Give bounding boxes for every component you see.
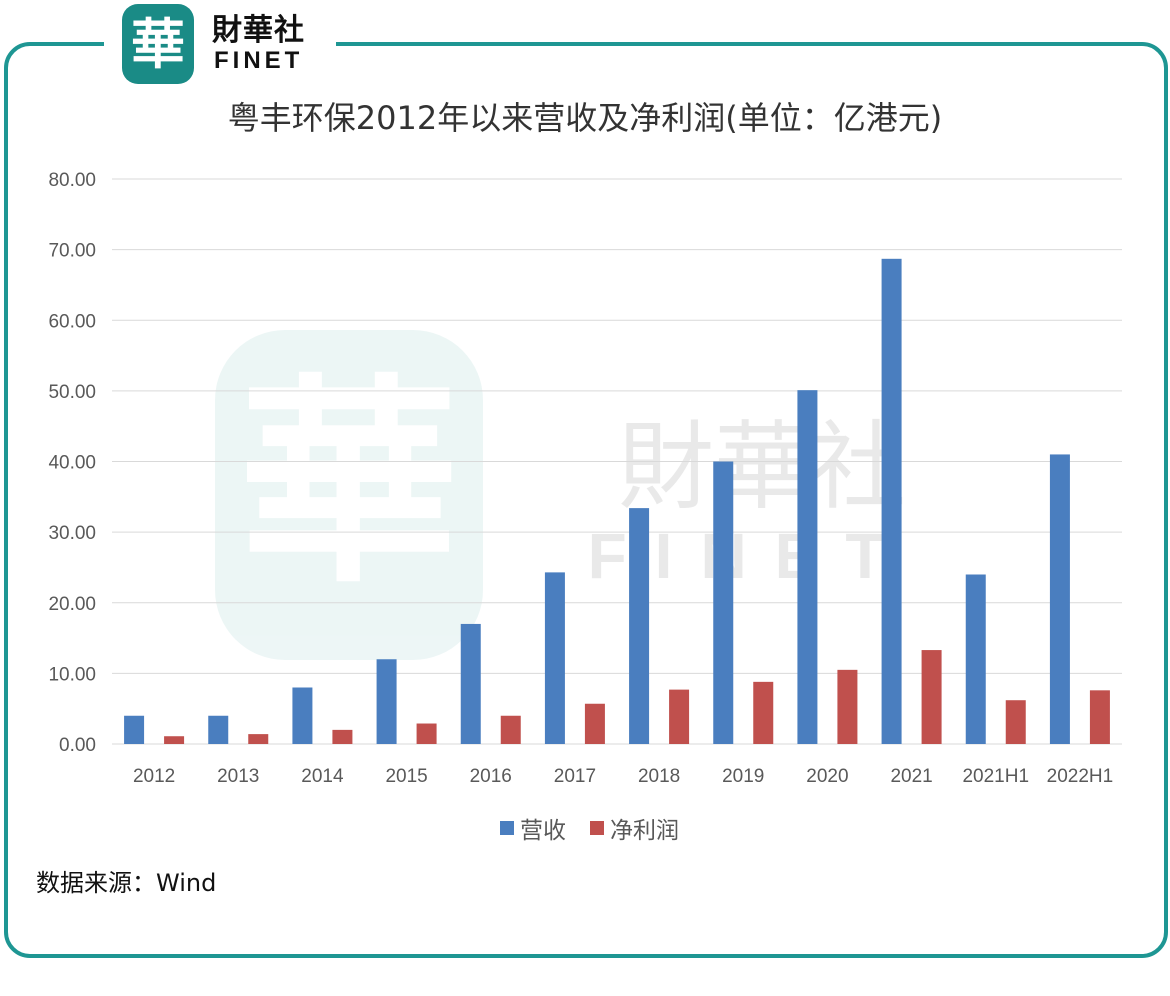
- y-tick-label: 40.00: [48, 453, 96, 474]
- y-tick-label: 0.00: [59, 735, 96, 756]
- bar-revenue: [797, 390, 818, 744]
- source-note: 数据来源：Wind: [36, 869, 217, 897]
- bar-revenue: [629, 508, 650, 744]
- bars: [124, 258, 1110, 744]
- x-tick-label: 2022H1: [1047, 766, 1114, 787]
- bar-revenue: [208, 715, 229, 744]
- x-tick-label: 2021H1: [962, 766, 1029, 787]
- bar-revenue: [292, 687, 313, 744]
- bar-revenue: [544, 572, 565, 744]
- x-tick-label: 2019: [722, 766, 764, 787]
- legend-label-revenue: 营收: [520, 818, 566, 844]
- x-tick-label: 2015: [385, 766, 427, 787]
- chart-title: 粤丰环保2012年以来营收及净利润(单位：亿港元): [227, 99, 943, 137]
- finet-watermark: 華 財華社 FINET: [215, 330, 906, 660]
- chart-frame: [4, 42, 1168, 958]
- watermark-seal-shape: [215, 330, 483, 660]
- y-axis-labels: 0.00 10.00 20.00 30.00 40.00 50.00 60.00 70.00 8…: [48, 170, 96, 756]
- finet-logo: 華 財華社 FINET: [104, 0, 336, 88]
- bar-net-profit: [669, 689, 690, 744]
- legend: 营收 净利润: [500, 818, 679, 844]
- y-tick-label: 80.00: [48, 170, 96, 191]
- bar-net-profit: [584, 703, 605, 744]
- x-tick-label: 2014: [301, 766, 344, 787]
- bar-net-profit: [753, 681, 774, 744]
- bar-net-profit: [1005, 700, 1026, 744]
- y-tick-label: 60.00: [48, 311, 96, 332]
- x-tick-label: 2013: [217, 766, 259, 787]
- x-tick-label: 2020: [806, 766, 848, 787]
- bar-revenue: [124, 715, 145, 744]
- bar-revenue: [713, 461, 734, 744]
- bar-net-profit: [921, 650, 942, 744]
- bar-revenue: [881, 258, 902, 744]
- x-tick-label: 2018: [638, 766, 680, 787]
- logo-seal: 華: [122, 4, 194, 84]
- x-axis-labels: 2012 2013 2014 2015 2016 2017 2018 2019 2020 2021…: [133, 766, 1113, 787]
- bar-net-profit: [500, 715, 521, 744]
- y-tick-label: 50.00: [48, 382, 96, 403]
- legend-swatch-revenue: [500, 821, 514, 835]
- x-tick-label: 2016: [470, 766, 512, 787]
- x-tick-label: 2012: [133, 766, 175, 787]
- logo-name-cn: 財華社: [212, 13, 305, 48]
- bar-revenue: [1049, 454, 1070, 744]
- x-tick-label: 2017: [554, 766, 596, 787]
- legend-label-net-profit: 净利润: [610, 818, 679, 844]
- y-tick-label: 20.00: [48, 594, 96, 615]
- bar-net-profit: [164, 736, 185, 744]
- y-tick-label: 30.00: [48, 523, 96, 544]
- grid-lines: [112, 178, 1122, 745]
- legend-swatch-net-profit: [590, 821, 604, 835]
- bar-revenue: [460, 623, 481, 744]
- watermark-seal-char: 華: [239, 353, 459, 612]
- y-tick-label: 70.00: [48, 241, 96, 262]
- bar-net-profit: [837, 669, 858, 744]
- bar-revenue: [376, 659, 397, 744]
- bar-net-profit: [332, 729, 353, 744]
- bar-net-profit: [416, 723, 437, 744]
- bar-net-profit: [248, 734, 269, 744]
- y-tick-label: 10.00: [48, 664, 96, 685]
- bar-net-profit: [1089, 690, 1110, 744]
- bar-revenue: [965, 574, 986, 744]
- watermark-name-cn: 財華社: [618, 411, 906, 523]
- logo-name-en: FINET: [214, 47, 304, 74]
- x-tick-label: 2021: [890, 766, 932, 787]
